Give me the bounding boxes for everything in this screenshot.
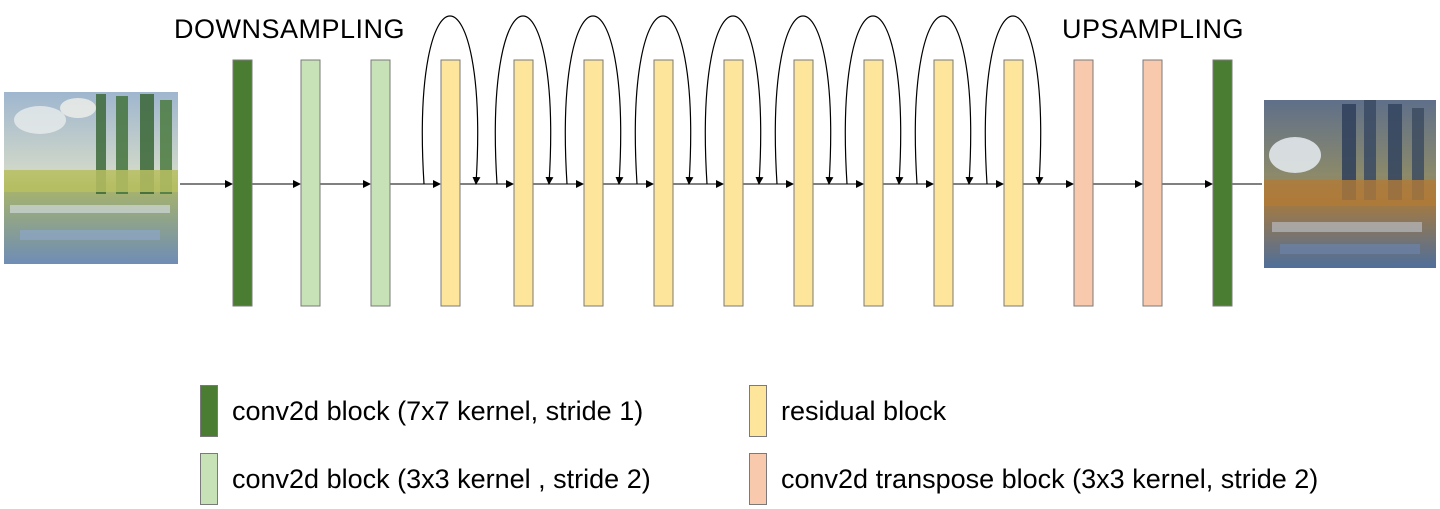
legend-item-residual: residual block: [749, 384, 946, 438]
block-conv3-3: [370, 59, 391, 307]
block-residual-8: [723, 59, 744, 307]
block-residual-11: [933, 59, 954, 307]
legend-swatch-residual: [749, 385, 767, 437]
block-residual-5: [513, 59, 534, 307]
block-residual-9: [793, 59, 814, 307]
block-conv3-2: [300, 59, 321, 307]
legend-label-conv3: conv2d block (3x3 kernel , stride 2): [232, 463, 651, 494]
block-residual-6: [583, 59, 604, 307]
upsampling-title: UPSAMPLING: [1062, 14, 1245, 44]
input-image: [4, 92, 178, 264]
skip-connection-6: [774, 15, 834, 185]
block-residual-7: [653, 59, 674, 307]
legend-swatch-transpose: [749, 453, 767, 505]
skip-connection-1: [421, 15, 481, 185]
legend-label-residual: residual block: [781, 395, 947, 426]
block-residual-4: [440, 59, 461, 307]
block-transpose-13: [1073, 59, 1094, 307]
legend-swatch-conv7: [200, 385, 218, 437]
skip-connection-8: [914, 15, 974, 185]
skip-connection-5: [704, 15, 764, 185]
block-residual-12: [1003, 59, 1024, 307]
output-image: [1264, 100, 1436, 268]
block-conv7-15: [1212, 59, 1233, 307]
skip-connection-7: [844, 15, 904, 185]
connectors: [180, 15, 1262, 188]
skip-connection-9: [984, 15, 1044, 185]
skip-connection-4: [634, 15, 694, 185]
legend-item-transpose: conv2d transpose block (3x3 kernel, stri…: [749, 452, 1318, 506]
skip-connection-2: [494, 15, 554, 185]
block-conv7-1: [232, 59, 253, 307]
block-transpose-14: [1142, 59, 1163, 307]
legend-item-conv7: conv2d block (7x7 kernel, stride 1): [200, 384, 643, 438]
legend-item-conv3: conv2d block (3x3 kernel , stride 2): [200, 452, 651, 506]
block-residual-10: [863, 59, 884, 307]
downsampling-title: DOWNSAMPLING: [174, 14, 406, 44]
legend-label-conv7: conv2d block (7x7 kernel, stride 1): [232, 395, 644, 426]
blocks: [232, 59, 1233, 307]
legend-label-transpose: conv2d transpose block (3x3 kernel, stri…: [781, 463, 1319, 494]
legend-swatch-conv3: [200, 453, 218, 505]
skip-connection-3: [564, 15, 624, 185]
